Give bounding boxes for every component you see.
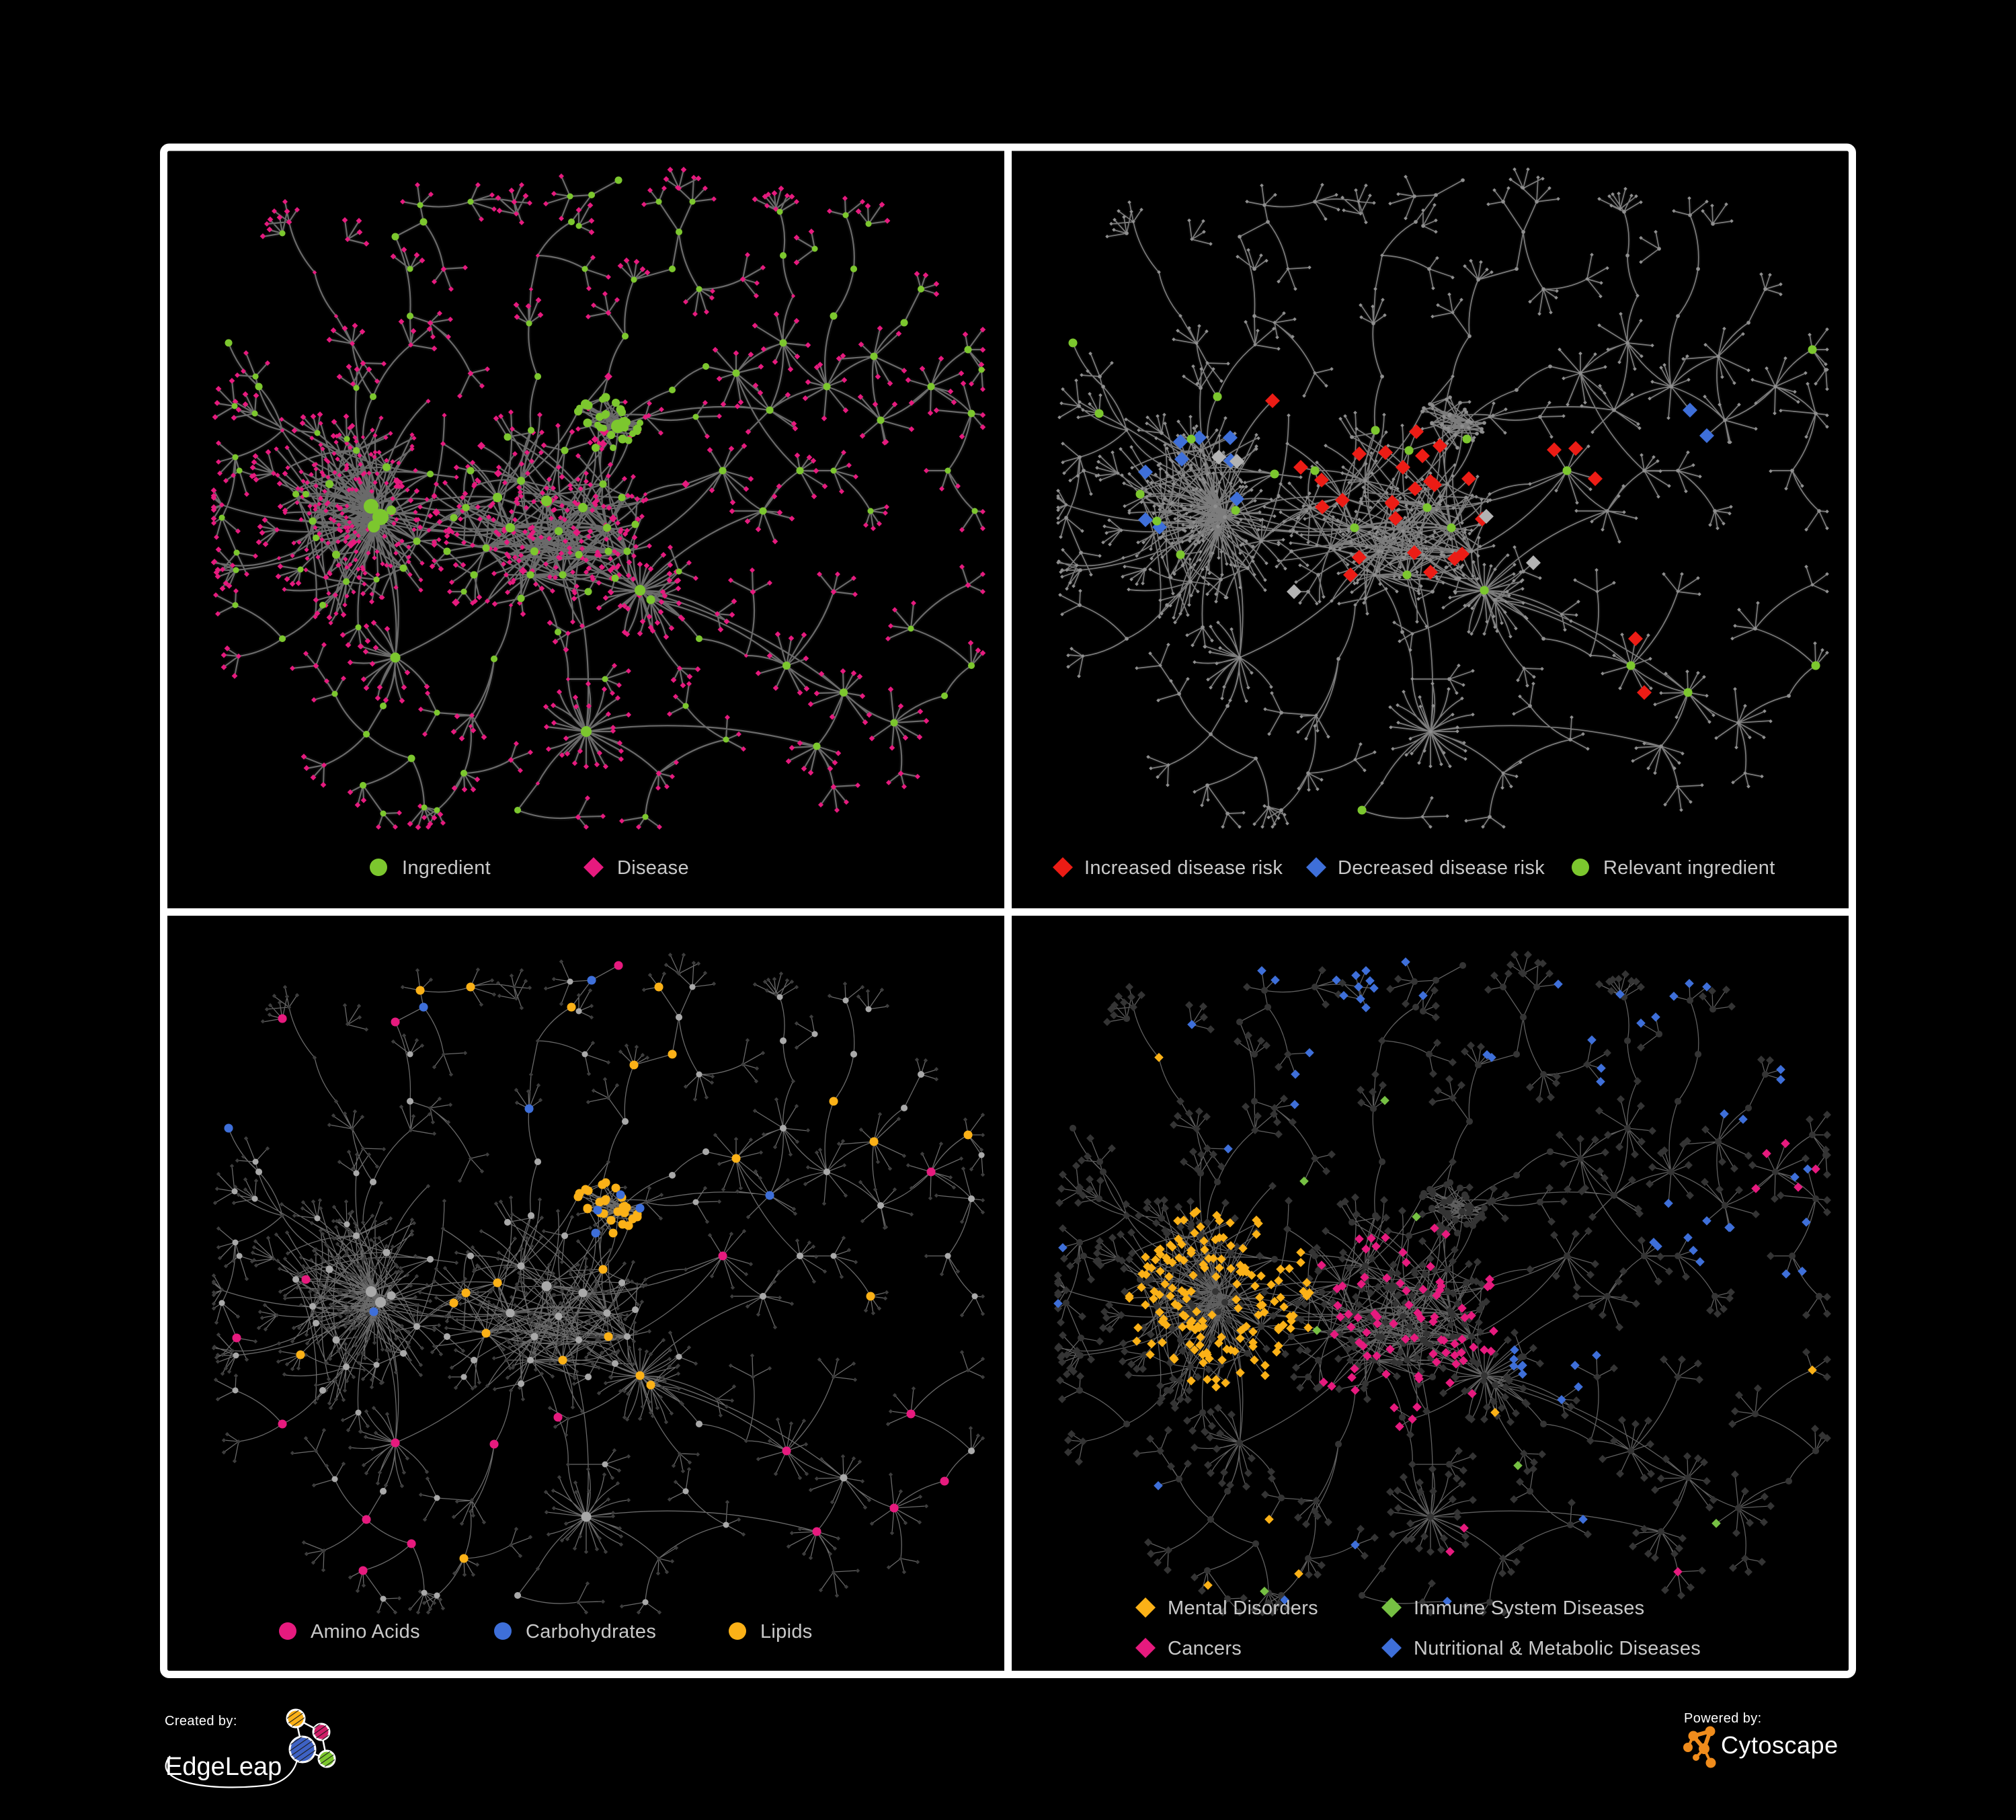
svg-text:Amino Acids: Amino Acids (311, 1621, 420, 1643)
svg-text:Mental Disorders: Mental Disorders (1168, 1597, 1318, 1619)
svg-text:Relevant ingredient: Relevant ingredient (1603, 857, 1775, 879)
svg-text:Lipids: Lipids (760, 1621, 813, 1643)
svg-text:Cytoscape: Cytoscape (1721, 1731, 1839, 1759)
svg-text:Created by:: Created by: (165, 1714, 237, 1729)
svg-text:Decreased disease risk: Decreased disease risk (1338, 857, 1545, 879)
svg-text:Disease: Disease (617, 857, 689, 879)
svg-text:EdgeLeap: EdgeLeap (165, 1753, 282, 1781)
svg-text:Ingredient: Ingredient (402, 857, 491, 879)
svg-text:Increased disease risk: Increased disease risk (1084, 857, 1283, 879)
svg-text:Immune System Diseases: Immune System Diseases (1414, 1597, 1644, 1619)
svg-text:Nutritional & Metabolic Diseas: Nutritional & Metabolic Diseases (1414, 1638, 1701, 1659)
svg-text:Cancers: Cancers (1168, 1638, 1242, 1659)
svg-text:Powered by:: Powered by: (1684, 1711, 1762, 1726)
svg-text:Carbohydrates: Carbohydrates (526, 1621, 656, 1643)
